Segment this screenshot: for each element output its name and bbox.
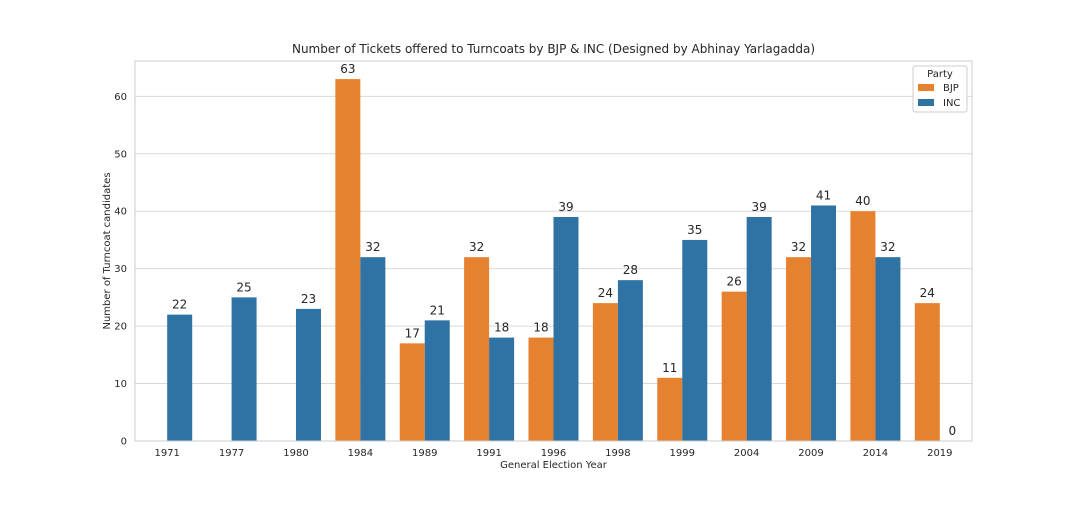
legend-swatch-inc [918, 99, 934, 106]
legend: Party BJP INC [912, 65, 968, 113]
legend-swatch-bjp [918, 84, 934, 91]
data-label-bjp-1989: 17 [405, 326, 420, 340]
x-tick-label: 1991 [476, 448, 501, 459]
legend-label-inc: INC [943, 98, 960, 109]
data-label-inc-1998: 28 [623, 263, 638, 277]
bar-bjp-2019 [914, 303, 940, 441]
bar-bjp-1991 [464, 257, 490, 441]
data-label-bjp-2014: 40 [855, 194, 870, 208]
x-tick-label: 2004 [734, 448, 759, 459]
data-label-bjp-1998: 24 [598, 286, 613, 300]
data-label-inc-2019: 0 [948, 424, 956, 438]
bar-inc-1977 [231, 297, 257, 441]
y-tick-label: 30 [114, 264, 127, 275]
y-tick-label: 20 [114, 322, 127, 333]
plot-frame [134, 60, 973, 442]
y-tick-label: 40 [114, 207, 127, 218]
x-tick-label: 1980 [283, 448, 308, 459]
data-label-inc-2009: 41 [816, 188, 831, 202]
y-tick-label: 0 [121, 437, 127, 448]
data-label-inc-1971: 22 [172, 298, 187, 312]
data-label-inc-2014: 32 [880, 240, 895, 254]
data-label-bjp-2004: 26 [727, 275, 742, 289]
bar-bjp-2004 [721, 291, 747, 441]
bar-bjp-2014 [850, 211, 876, 441]
tick-labels: 0 10 20 30 40 50 60 1971 1977 1980 1984 1989 1991 199… [114, 92, 952, 459]
bar-inc-2004 [746, 216, 772, 441]
bar-inc-1998 [617, 280, 643, 441]
y-axis-label: Number of Turncoat candidates [102, 172, 113, 329]
data-label-bjp-1991: 32 [469, 240, 484, 254]
x-tick-label: 1984 [348, 448, 373, 459]
x-tick-label: 1989 [412, 448, 437, 459]
data-label-inc-1999: 35 [687, 223, 702, 237]
data-labels: 22 25 23 63 32 17 21 32 18 18 39 24 28 11 35 26 39 32 41 40… [172, 62, 956, 438]
x-tick-label: 1977 [219, 448, 244, 459]
data-label-inc-1996: 39 [558, 200, 573, 214]
x-tick-label: 2014 [863, 448, 888, 459]
bar-bjp-1999 [657, 377, 683, 441]
data-label-inc-2004: 39 [752, 200, 767, 214]
bar-bjp-1998 [592, 303, 618, 441]
x-axis-label: General Election Year [500, 460, 608, 471]
bar-bjp-2009 [786, 257, 812, 441]
data-label-inc-1977: 25 [236, 280, 251, 294]
data-label-inc-1984: 32 [365, 240, 380, 254]
bar-inc-1984 [360, 257, 386, 441]
x-tick-label: 1996 [541, 448, 566, 459]
y-tick-label: 60 [114, 92, 127, 103]
x-tick-label: 1999 [670, 448, 695, 459]
x-tick-label: 1998 [605, 448, 630, 459]
data-label-bjp-1999: 11 [662, 361, 677, 375]
data-label-bjp-2019: 24 [920, 286, 935, 300]
bar-bjp-1996 [528, 337, 554, 441]
y-tick-label: 10 [114, 379, 127, 390]
data-label-inc-1991: 18 [494, 321, 509, 335]
x-tick-label: 2009 [798, 448, 823, 459]
legend-label-bjp: BJP [943, 83, 959, 94]
bar-inc-1989 [424, 320, 450, 441]
bars [167, 79, 940, 441]
bar-inc-1999 [682, 239, 708, 441]
x-tick-label: 2019 [927, 448, 952, 459]
bar-inc-2009 [811, 205, 837, 441]
chart-title: Number of Tickets offered to Turncoats b… [292, 42, 815, 56]
data-label-inc-1980: 23 [301, 292, 316, 306]
bar-inc-1996 [553, 216, 579, 441]
bar-inc-1971 [167, 314, 193, 441]
data-label-bjp-1996: 18 [533, 321, 548, 335]
bar-bjp-1984 [335, 79, 361, 441]
y-tick-label: 50 [114, 149, 127, 160]
data-label-bjp-1984: 63 [340, 62, 355, 76]
bar-inc-1980 [295, 308, 321, 441]
bar-inc-2014 [875, 257, 901, 441]
x-tick-label: 1971 [154, 448, 179, 459]
data-label-inc-1989: 21 [430, 303, 445, 317]
legend-title: Party [927, 69, 953, 80]
bar-inc-1991 [489, 337, 515, 441]
bar-bjp-1989 [399, 343, 425, 441]
data-label-bjp-2009: 32 [791, 240, 806, 254]
